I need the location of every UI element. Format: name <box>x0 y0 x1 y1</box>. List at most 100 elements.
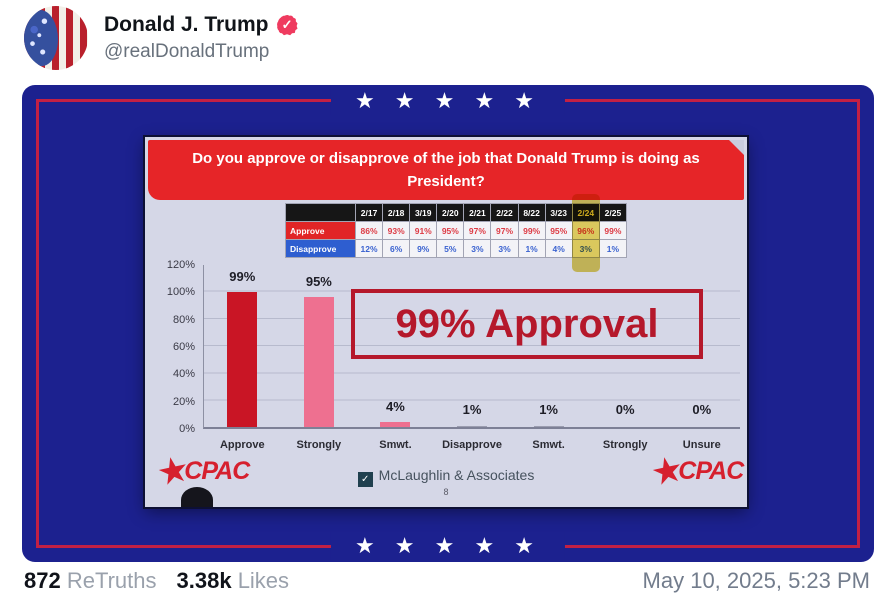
chart-column: 0% Unsure <box>663 265 740 451</box>
table-value-cell: 6% <box>382 239 411 258</box>
approval-stamp: 99% Approval <box>351 289 703 359</box>
category-label: Strongly <box>602 439 648 451</box>
cpac-logo-left: ★ CPAC <box>153 447 250 494</box>
bar <box>227 292 258 427</box>
chart-column: 95% Strongly <box>281 265 358 451</box>
flag-face-decoration <box>24 10 58 66</box>
likes-stat[interactable]: 3.38k Likes <box>177 568 290 594</box>
table-value-cell: 95% <box>436 221 465 240</box>
chart-column: 99% Approve <box>204 265 281 451</box>
retruths-label: ReTruths <box>66 568 157 593</box>
cpac-poll-slide: Do you approve or disapprove of the job … <box>145 137 747 507</box>
category-label: Smwt. <box>532 439 565 451</box>
bar-value-label: 1% <box>539 402 558 417</box>
folded-corner-decoration <box>729 140 744 155</box>
table-value-cell: 95% <box>544 221 573 240</box>
category-label: Unsure <box>682 439 721 451</box>
pollster-name: McLaughlin & Associates <box>378 467 535 483</box>
avatar[interactable] <box>24 6 88 70</box>
bar-value-label: 95% <box>305 274 332 289</box>
y-tick-label: 0% <box>179 423 195 435</box>
approval-trend-table: 2/172/183/192/202/212/228/223/232/242/25… <box>285 194 628 272</box>
poll-question-text: Do you approve or disapprove of the job … <box>192 150 700 191</box>
table-value-cell: 93% <box>382 221 411 240</box>
cpac-logo-text: CPAC <box>184 456 250 485</box>
bar-value-label: 0% <box>615 402 635 417</box>
stars-top-decoration: ★ ★ ★ ★ ★ <box>330 87 566 115</box>
category-label: Strongly <box>296 439 342 451</box>
mclaughlin-logo-icon: ✓ <box>357 472 373 487</box>
y-tick-label: 120% <box>166 259 195 271</box>
table-value-cell: 86% <box>354 221 384 240</box>
table-value-cell: 1% <box>598 239 628 258</box>
table-value-cell: 4% <box>544 239 573 258</box>
table-value-cell: 99% <box>517 221 546 240</box>
table-date-header: 2/25 <box>598 203 628 222</box>
bar-value-label: 1% <box>462 402 482 417</box>
chart-column: 4% Smwt. <box>357 265 434 451</box>
table-value-cell: 3% <box>463 239 492 258</box>
bar <box>303 297 334 427</box>
engagement-stats: 872 ReTruths 3.38k Likes <box>24 568 289 594</box>
bar-value-label: 0% <box>692 402 712 417</box>
chart-column: 0% Strongly <box>587 265 664 451</box>
table-date-header: 2/17 <box>354 203 384 222</box>
category-label: Approve <box>219 439 265 451</box>
post-header: Donald J. Trump ✓ @realDonaldTrump <box>24 6 298 70</box>
y-tick-label: 80% <box>172 313 195 326</box>
likes-label: Likes <box>237 568 290 593</box>
table-value-cell: 3% <box>490 239 519 258</box>
y-tick-label: 40% <box>172 368 195 381</box>
table-date-header: 3/19 <box>409 203 438 222</box>
post-media-image[interactable]: ★ ★ ★ ★ ★ ★ ★ ★ ★ ★ Do you approve or di… <box>22 85 874 562</box>
table-value-cell: 99% <box>598 221 628 240</box>
table-row-label: Disapprove <box>285 239 356 258</box>
table-date-header: 2/22 <box>490 203 519 222</box>
category-label: Smwt. <box>379 439 412 451</box>
bar <box>457 426 488 427</box>
poll-question-banner: Do you approve or disapprove of the job … <box>148 140 744 200</box>
cpac-logo-text: CPAC <box>678 456 744 485</box>
cpac-logo-right: ★ CPAC <box>647 447 744 494</box>
table-date-header: 2/20 <box>436 203 465 222</box>
verified-badge-icon: ✓ <box>276 14 298 36</box>
table-corner-cell <box>285 203 356 222</box>
retruths-count: 872 <box>24 568 61 593</box>
stars-bottom-decoration: ★ ★ ★ ★ ★ <box>330 532 566 560</box>
table-date-header: 2/18 <box>382 203 411 222</box>
bar-value-label: 4% <box>386 399 405 414</box>
table-value-cell: 1% <box>517 239 546 258</box>
table-value-cell: 97% <box>463 221 492 240</box>
y-tick-label: 60% <box>172 341 195 353</box>
author-block: Donald J. Trump ✓ @realDonaldTrump <box>104 6 298 70</box>
table-date-header: 3/23 <box>544 203 573 222</box>
slide-page-number: 8 <box>443 487 449 497</box>
category-label: Disapprove <box>442 439 502 451</box>
bar <box>533 426 564 427</box>
bar <box>380 422 411 427</box>
table-date-header: 2/21 <box>463 203 492 222</box>
chart-column: 1% Smwt. <box>510 265 587 451</box>
chart-column: 1% Disapprove <box>434 265 511 451</box>
author-handle: @realDonaldTrump <box>104 41 270 62</box>
pollster-attribution: ✓ McLaughlin & Associates <box>145 467 747 487</box>
y-tick-label: 100% <box>166 286 195 299</box>
table-value-cell: 5% <box>436 239 465 258</box>
y-tick-label: 20% <box>172 395 195 408</box>
post-timestamp: May 10, 2025, 5:23 PM <box>642 568 870 593</box>
table-value-cell: 12% <box>354 239 384 258</box>
retruths-stat[interactable]: 872 ReTruths <box>24 568 157 594</box>
bar-value-label: 99% <box>229 269 256 284</box>
likes-count: 3.38k <box>176 568 232 593</box>
table-row-label: Approve <box>285 221 356 240</box>
audience-head-silhouette <box>181 487 213 507</box>
yellow-highlight-marker <box>572 194 600 272</box>
approval-stamp-text: 99% Approval <box>395 301 659 346</box>
table-value-cell: 9% <box>409 239 438 258</box>
table-value-cell: 97% <box>490 221 519 240</box>
table-date-header: 8/22 <box>517 203 546 222</box>
table-value-cell: 91% <box>409 221 438 240</box>
author-name[interactable]: Donald J. Trump <box>104 13 269 36</box>
post-footer: 872 ReTruths 3.38k Likes May 10, 2025, 5… <box>24 568 870 594</box>
